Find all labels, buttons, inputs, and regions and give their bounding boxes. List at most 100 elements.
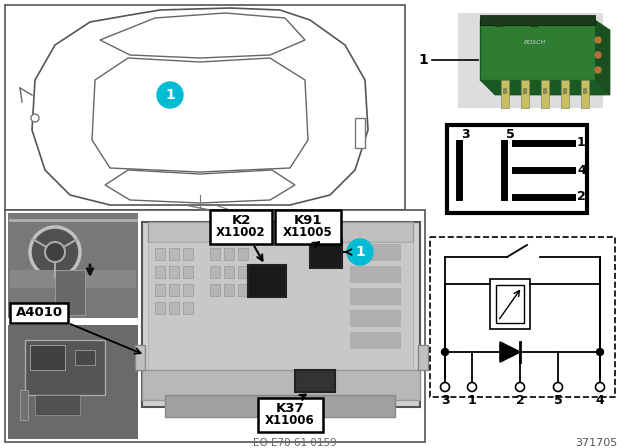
Bar bbox=[458, 13, 603, 108]
Bar bbox=[142, 370, 420, 400]
Bar bbox=[183, 248, 193, 260]
Text: 3: 3 bbox=[441, 395, 449, 408]
Text: EO E70 61 0159: EO E70 61 0159 bbox=[253, 438, 337, 448]
Circle shape bbox=[595, 383, 605, 392]
Bar bbox=[501, 80, 509, 108]
Text: 4: 4 bbox=[596, 395, 604, 408]
Bar bbox=[224, 284, 234, 296]
Bar bbox=[350, 332, 400, 348]
Bar bbox=[543, 88, 547, 94]
Bar bbox=[350, 266, 400, 282]
Bar bbox=[10, 303, 68, 323]
Bar bbox=[248, 265, 286, 297]
Bar bbox=[496, 285, 524, 323]
Text: 1: 1 bbox=[577, 137, 586, 150]
Bar bbox=[155, 284, 165, 296]
Bar bbox=[169, 266, 179, 278]
Bar bbox=[418, 345, 428, 370]
Text: 2: 2 bbox=[577, 190, 586, 203]
Bar bbox=[561, 80, 569, 108]
Bar bbox=[183, 266, 193, 278]
Text: 5: 5 bbox=[506, 129, 515, 142]
Polygon shape bbox=[32, 8, 368, 205]
Bar bbox=[258, 398, 323, 432]
Bar bbox=[563, 88, 567, 94]
Text: X11002: X11002 bbox=[216, 227, 266, 240]
Bar bbox=[238, 248, 248, 260]
Circle shape bbox=[45, 242, 65, 262]
Bar bbox=[224, 266, 234, 278]
Circle shape bbox=[554, 383, 563, 392]
Text: 1: 1 bbox=[165, 88, 175, 102]
Circle shape bbox=[347, 239, 373, 265]
Bar bbox=[350, 288, 400, 304]
Bar bbox=[275, 210, 341, 244]
Bar bbox=[169, 248, 179, 260]
Bar bbox=[8, 325, 138, 439]
Bar bbox=[447, 125, 587, 213]
Circle shape bbox=[157, 82, 183, 108]
Bar bbox=[210, 210, 272, 244]
Circle shape bbox=[440, 383, 449, 392]
Circle shape bbox=[442, 349, 449, 356]
Bar bbox=[183, 284, 193, 296]
Bar bbox=[155, 266, 165, 278]
Polygon shape bbox=[595, 20, 610, 95]
Text: 4: 4 bbox=[577, 164, 586, 177]
Bar bbox=[210, 284, 220, 296]
Circle shape bbox=[595, 67, 601, 73]
Text: 2: 2 bbox=[516, 395, 524, 408]
Bar bbox=[25, 340, 105, 395]
Text: X11006: X11006 bbox=[265, 414, 315, 427]
Polygon shape bbox=[480, 20, 595, 80]
Bar bbox=[165, 395, 395, 417]
Polygon shape bbox=[500, 342, 520, 362]
Text: 3: 3 bbox=[461, 129, 469, 142]
Bar bbox=[8, 213, 138, 318]
Circle shape bbox=[467, 383, 477, 392]
Bar bbox=[155, 248, 165, 260]
Circle shape bbox=[595, 37, 601, 43]
Text: A4010: A4010 bbox=[15, 306, 63, 319]
Polygon shape bbox=[105, 170, 295, 203]
Text: BOSCH: BOSCH bbox=[524, 40, 546, 46]
Text: 1: 1 bbox=[419, 53, 428, 67]
Circle shape bbox=[30, 227, 80, 277]
Bar bbox=[350, 310, 400, 326]
Bar bbox=[224, 248, 234, 260]
Bar bbox=[350, 244, 400, 260]
Bar bbox=[355, 118, 365, 148]
Circle shape bbox=[515, 383, 525, 392]
Text: K37: K37 bbox=[276, 402, 304, 415]
Bar bbox=[495, 23, 503, 27]
Polygon shape bbox=[92, 58, 308, 172]
Bar bbox=[210, 248, 220, 260]
Bar bbox=[210, 266, 220, 278]
Bar bbox=[480, 15, 595, 25]
Bar bbox=[295, 370, 335, 392]
Bar bbox=[10, 270, 136, 288]
Circle shape bbox=[31, 114, 39, 122]
Bar bbox=[430, 237, 615, 397]
Bar bbox=[310, 240, 342, 268]
Bar bbox=[183, 302, 193, 314]
Text: 1: 1 bbox=[468, 395, 476, 408]
Polygon shape bbox=[480, 80, 610, 95]
Bar bbox=[490, 279, 530, 329]
Bar bbox=[75, 350, 95, 365]
Text: 371705: 371705 bbox=[575, 438, 617, 448]
Text: 5: 5 bbox=[554, 395, 563, 408]
Text: K91: K91 bbox=[294, 215, 323, 228]
Text: 1: 1 bbox=[355, 245, 365, 259]
Text: X11005: X11005 bbox=[283, 227, 333, 240]
Bar bbox=[8, 325, 138, 439]
Circle shape bbox=[595, 52, 601, 58]
Bar bbox=[5, 5, 405, 210]
Bar bbox=[148, 242, 413, 372]
Bar bbox=[530, 23, 538, 27]
Bar bbox=[20, 390, 28, 420]
Bar bbox=[521, 80, 529, 108]
Bar bbox=[148, 222, 413, 242]
Bar bbox=[581, 80, 589, 108]
Bar bbox=[583, 88, 587, 94]
